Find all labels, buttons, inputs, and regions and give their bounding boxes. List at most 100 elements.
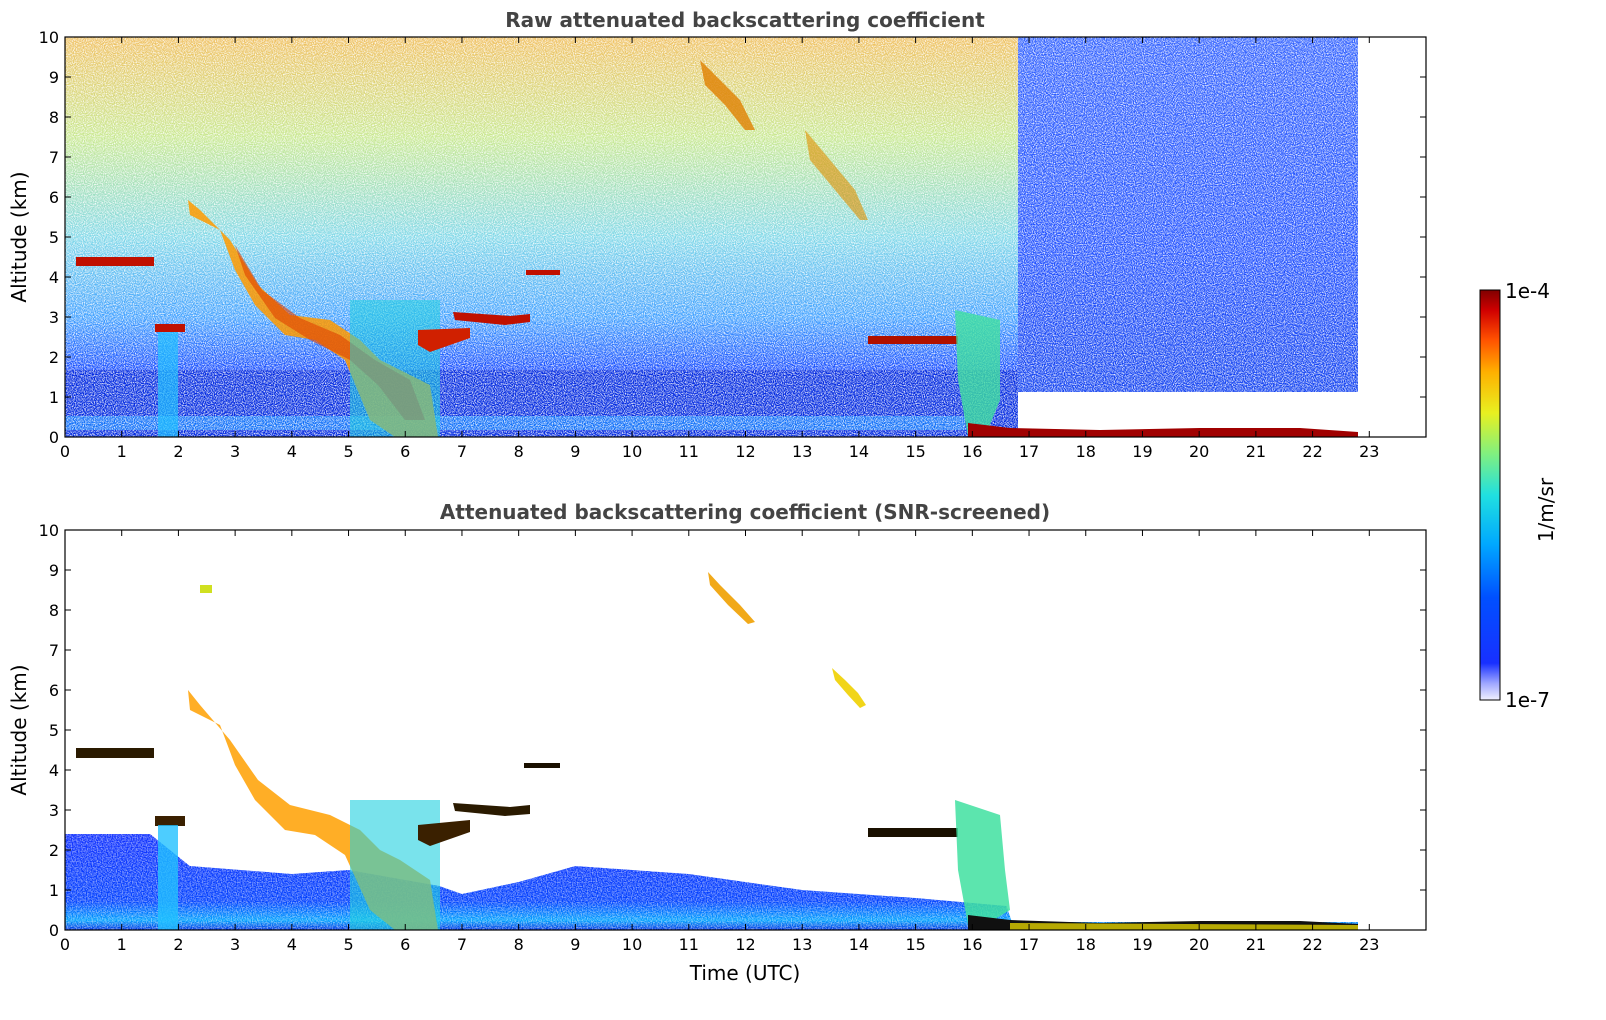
screened-speckle xyxy=(65,530,1358,930)
cloud-2.8km-s xyxy=(155,816,185,826)
x-tick-label: 4 xyxy=(287,935,297,954)
x-tick-label: 6 xyxy=(400,442,410,461)
y-tick-label: 5 xyxy=(49,228,59,247)
shaft-2km xyxy=(158,332,178,437)
precip-shafts-0 xyxy=(350,300,440,437)
raw-features xyxy=(76,60,1358,437)
x-tick-label: 14 xyxy=(849,935,869,954)
cirrus-small-s xyxy=(200,585,212,593)
x-tick-label: 19 xyxy=(1132,935,1152,954)
y-tick-label: 7 xyxy=(49,641,59,660)
cloud-4.5km xyxy=(76,257,154,266)
x-tick-label: 7 xyxy=(457,442,467,461)
y-tick-label: 4 xyxy=(49,268,59,287)
x-tick-label: 0 xyxy=(60,442,70,461)
x-tick-label: 4 xyxy=(287,442,297,461)
cloud-2.5km-r xyxy=(868,336,958,344)
x-tick-label: 12 xyxy=(735,442,755,461)
x-tick-label: 13 xyxy=(792,935,812,954)
cloud-3km xyxy=(453,312,530,325)
cloud-3km-s xyxy=(453,803,530,816)
y-tick-label: 3 xyxy=(49,801,59,820)
screened-panel-title: Attenuated backscattering coefficient (S… xyxy=(440,500,1050,524)
precip-shafts-s xyxy=(350,800,440,930)
cirrus-1-s xyxy=(708,572,755,624)
screened-x-label: Time (UTC) xyxy=(689,961,801,985)
x-tick-label: 1 xyxy=(117,442,127,461)
x-tick-label: 1 xyxy=(117,935,127,954)
x-tick-label: 18 xyxy=(1076,442,1096,461)
y-tick-label: 6 xyxy=(49,681,59,700)
x-tick-label: 7 xyxy=(457,935,467,954)
x-tick-label: 14 xyxy=(849,442,869,461)
screened-heatmap xyxy=(65,530,1358,930)
cloud-4.1km xyxy=(526,270,560,275)
x-tick-label: 19 xyxy=(1132,442,1152,461)
y-tick-label: 9 xyxy=(49,561,59,580)
raw-y-axis: 0 1 2 3 4 5 6 7 8 9 10 xyxy=(39,28,1426,447)
y-tick-label: 1 xyxy=(49,881,59,900)
y-tick-label: 2 xyxy=(49,841,59,860)
cloud-2.5km-raw xyxy=(418,328,470,352)
colorbar-max-label: 1e-4 xyxy=(1505,279,1550,303)
x-tick-label: 5 xyxy=(343,442,353,461)
x-tick-label: 20 xyxy=(1189,442,1209,461)
x-tick-label: 5 xyxy=(343,935,353,954)
x-tick-label: 9 xyxy=(570,442,580,461)
x-tick-label: 22 xyxy=(1302,442,1322,461)
x-tick-label: 21 xyxy=(1246,442,1266,461)
raw-panel-title: Raw attenuated backscattering coefficien… xyxy=(505,8,985,32)
screened-y-axis: 0 1 2 3 4 5 6 7 8 9 10 xyxy=(39,521,1426,940)
cloud-4.5km-s xyxy=(76,748,154,758)
x-tick-label: 6 xyxy=(400,935,410,954)
x-tick-label: 22 xyxy=(1302,935,1322,954)
y-tick-label: 3 xyxy=(49,308,59,327)
x-tick-label: 10 xyxy=(622,442,642,461)
y-tick-label: 10 xyxy=(39,28,59,47)
x-tick-label: 3 xyxy=(230,442,240,461)
raw-heatmap xyxy=(65,37,1358,437)
y-tick-label: 9 xyxy=(49,68,59,87)
y-tick-label: 4 xyxy=(49,761,59,780)
x-tick-label: 8 xyxy=(514,442,524,461)
screened-y-label: Altitude (km) xyxy=(7,664,31,795)
x-tick-label: 15 xyxy=(905,442,925,461)
x-tick-label: 3 xyxy=(230,935,240,954)
shaft-2km-s xyxy=(158,825,178,930)
raw-y-label: Altitude (km) xyxy=(7,171,31,302)
colorbar-unit-label: 1/m/sr xyxy=(1534,477,1558,542)
screened-panel: Attenuated backscattering coefficient (S… xyxy=(7,500,1427,985)
y-tick-label: 0 xyxy=(49,921,59,940)
cirrus-2 xyxy=(805,130,868,220)
surface-layer-s-color xyxy=(1010,923,1358,930)
y-tick-label: 1 xyxy=(49,388,59,407)
y-tick-label: 7 xyxy=(49,148,59,167)
cirrus-1 xyxy=(700,60,755,130)
colorbar-gradient xyxy=(1479,289,1501,701)
precip-shaft-16-s xyxy=(955,800,1010,925)
raw-speckle-overlay xyxy=(65,37,1358,437)
raw-x-axis: 0 1 2 3 4 5 6 7 8 9 10 11 12 13 14 15 16 17 18 19 20 21 22 23 xyxy=(60,37,1379,461)
x-tick-label: 11 xyxy=(679,442,699,461)
precip-shaft-16 xyxy=(955,310,1000,437)
x-tick-label: 20 xyxy=(1189,935,1209,954)
x-tick-label: 8 xyxy=(514,935,524,954)
x-tick-label: 16 xyxy=(962,442,982,461)
cloud-4.1km-s xyxy=(524,763,560,768)
x-tick-label: 13 xyxy=(792,442,812,461)
x-tick-label: 23 xyxy=(1359,935,1379,954)
colorbar: 1e-4 1e-7 1/m/sr xyxy=(1479,279,1558,712)
screened-features xyxy=(76,572,1358,930)
x-tick-label: 0 xyxy=(60,935,70,954)
y-tick-label: 8 xyxy=(49,108,59,127)
x-tick-label: 21 xyxy=(1246,935,1266,954)
x-tick-label: 18 xyxy=(1076,935,1096,954)
x-tick-label: 17 xyxy=(1019,442,1039,461)
y-tick-label: 0 xyxy=(49,428,59,447)
screened-x-axis: 0 1 2 3 4 5 6 7 8 9 10 11 12 13 14 15 16 17 18 19 20 21 22 23 xyxy=(60,530,1379,954)
x-tick-label: 16 xyxy=(962,935,982,954)
x-tick-label: 15 xyxy=(905,935,925,954)
cloud-2.5km-s2 xyxy=(418,820,470,846)
y-tick-label: 5 xyxy=(49,721,59,740)
